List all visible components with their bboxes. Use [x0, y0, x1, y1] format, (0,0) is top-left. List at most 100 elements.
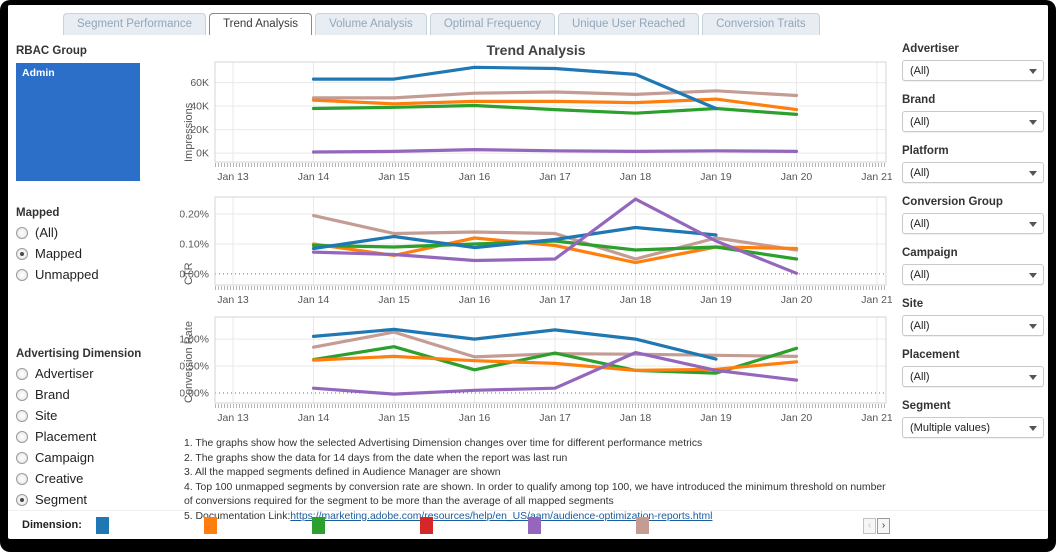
- dashboard-body: RBAC Group Admin Mapped (All) Mapped Unmap…: [8, 35, 1048, 522]
- advertising-dimension-radio-brand[interactable]: [16, 388, 28, 401]
- conversion-group-filter-dropdown[interactable]: (All): [902, 213, 1044, 234]
- site-filter-dropdown[interactable]: (All): [902, 315, 1044, 336]
- y-tick-label: 0.00%: [180, 388, 209, 400]
- tab-volume-analysis[interactable]: Volume Analysis: [315, 13, 427, 35]
- advertising-dimension-radio-creative[interactable]: [16, 472, 28, 485]
- advertising-dimension-label-segment: Segment: [35, 492, 88, 507]
- mapped-radio-all[interactable]: [16, 226, 28, 239]
- filter-group-brand: Brand (All): [902, 94, 1048, 132]
- x-tick-label: Jan 13: [217, 171, 249, 183]
- advertiser-filter-dropdown[interactable]: (All): [902, 60, 1044, 81]
- tab-optimal-frequency[interactable]: Optimal Frequency: [429, 13, 555, 35]
- mapped-label-all: (All): [35, 225, 59, 240]
- x-tick-label: Jan 21: [861, 171, 892, 183]
- legend-prev-icon[interactable]: ‹: [863, 518, 876, 534]
- advertising-dimension-radio-advertiser[interactable]: [16, 367, 28, 380]
- advertising-dimension-radio-placement[interactable]: [16, 430, 28, 443]
- advertising-dimension-radio-campaign[interactable]: [16, 451, 28, 464]
- advertising-dimension-option-segment[interactable]: Segment: [16, 492, 180, 507]
- brand-filter-dropdown[interactable]: (All): [902, 111, 1044, 132]
- x-tick-label: Jan 15: [378, 294, 410, 306]
- platform-filter-dropdown[interactable]: (All): [902, 162, 1044, 183]
- chevron-down-icon: [1029, 222, 1037, 227]
- tab-segment-performance[interactable]: Segment Performance: [63, 13, 207, 35]
- filter-label-platform: Platform: [902, 145, 949, 157]
- filter-group-advertiser: Advertiser (All): [902, 43, 1048, 81]
- chevron-down-icon: [1029, 426, 1037, 431]
- advertising-dimension-option-campaign[interactable]: Campaign: [16, 450, 180, 465]
- tab-unique-user-reached[interactable]: Unique User Reached: [557, 13, 700, 35]
- x-tick-label: Jan 18: [620, 412, 652, 424]
- chevron-down-icon: [1029, 375, 1037, 380]
- campaign-filter-dropdown[interactable]: (All): [902, 264, 1044, 285]
- dimension-swatch-1: [95, 516, 109, 534]
- conversion-rate-chart: 0.00% 0.50% 1.00% Jan 13 Jan 14 Jan 15 Jan 16 J…: [180, 316, 892, 424]
- brand-filter-value: (All): [910, 115, 930, 128]
- series-purple: [311, 148, 799, 154]
- x-tick-label: Jan 21: [861, 412, 892, 424]
- advertising-dimension-label-placement: Placement: [35, 429, 97, 444]
- filter-label-brand: Brand: [902, 94, 936, 106]
- mapped-option-unmapped[interactable]: Unmapped: [16, 267, 180, 282]
- x-tick-label: Jan 19: [700, 171, 732, 183]
- legend-footer: Dimension: ‹ ›: [8, 510, 1048, 539]
- mapped-radio-mapped[interactable]: [16, 247, 28, 260]
- x-tick-label: Jan 19: [700, 412, 732, 424]
- x-tick-label: Jan 16: [459, 412, 491, 424]
- series-green: [311, 345, 799, 375]
- chevron-down-icon: [1029, 324, 1037, 329]
- tab-trend-analysis[interactable]: Trend Analysis: [209, 13, 313, 35]
- advertising-dimension-option-site[interactable]: Site: [16, 408, 180, 423]
- filter-label-advertiser: Advertiser: [902, 43, 959, 55]
- y-tick-label: 1.00%: [180, 334, 209, 346]
- chevron-down-icon: [1029, 171, 1037, 176]
- rbac-group-admin-item[interactable]: Admin: [16, 63, 140, 181]
- chevron-down-icon: [1029, 273, 1037, 278]
- mapped-option-mapped[interactable]: Mapped: [16, 246, 180, 261]
- advertising-dimension-radio-group: Advertiser Brand Site Placement Campaign Crea…: [16, 366, 180, 507]
- mapped-option-all[interactable]: (All): [16, 225, 180, 240]
- advertising-dimension-option-placement[interactable]: Placement: [16, 429, 180, 444]
- campaign-filter-value: (All): [910, 268, 930, 281]
- mapped-radio-unmapped[interactable]: [16, 268, 28, 281]
- y-tick-label: 0.50%: [180, 361, 209, 373]
- site-filter-value: (All): [910, 319, 930, 332]
- advertiser-filter-value: (All): [910, 64, 930, 77]
- tab-bar: Segment Performance Trend Analysis Volume …: [8, 5, 1048, 35]
- doc-link[interactable]: https://marketing.adobe.com/resources/he…: [290, 510, 713, 522]
- mapped-label-mapped: Mapped: [35, 246, 82, 261]
- conversion-group-filter-value: (All): [910, 217, 930, 230]
- y-tick-label: 20K: [190, 124, 209, 136]
- advertising-dimension-option-advertiser[interactable]: Advertiser: [16, 366, 180, 381]
- y-tick-label: 0.00%: [180, 268, 209, 280]
- advertising-dimension-radio-segment[interactable]: [16, 493, 28, 506]
- mapped-radio-group: (All) Mapped Unmapped: [16, 225, 180, 282]
- x-tick-label: Jan 16: [459, 171, 491, 183]
- legend-next-icon[interactable]: ›: [877, 518, 890, 534]
- tab-conversion-traits[interactable]: Conversion Traits: [702, 13, 820, 35]
- note-line: 2. The graphs show the data for 14 days …: [184, 452, 568, 464]
- dimension-swatch-2: [203, 516, 217, 534]
- x-tick-label: Jan 16: [459, 294, 491, 306]
- x-tick-label: Jan 17: [539, 412, 571, 424]
- placement-filter-dropdown[interactable]: (All): [902, 366, 1044, 387]
- ctr-chart: 0.00% 0.10% 0.20% Jan 13 Jan 14 Jan 15 Jan 16 J…: [180, 196, 892, 306]
- charts-container: Impressions 0K 20K 40K 60K Jan 13 Jan 14 Jan 15…: [180, 56, 892, 425]
- left-panel: RBAC Group Admin Mapped (All) Mapped Unmap…: [8, 35, 180, 510]
- dimension-swatch-6: [635, 516, 649, 534]
- conversion-rate-chart-row: Conversion Rate 0.00% 0.50% 1.00% Jan 13 Jan …: [180, 313, 892, 425]
- series-orange: [311, 97, 799, 112]
- advertising-dimension-option-brand[interactable]: Brand: [16, 387, 180, 402]
- advertising-dimension-radio-site[interactable]: [16, 409, 28, 422]
- dimension-swatch-5: [527, 516, 541, 534]
- page-title: Trend Analysis: [486, 42, 586, 58]
- x-tick-label: Jan 17: [539, 294, 571, 306]
- filter-label-placement: Placement: [902, 349, 960, 361]
- advertising-dimension-label-brand: Brand: [35, 387, 70, 402]
- x-tick-label: Jan 18: [620, 171, 652, 183]
- x-tick-label: Jan 20: [781, 171, 813, 183]
- segment-filter-dropdown[interactable]: (Multiple values): [902, 417, 1044, 438]
- impressions-chart: 0K 20K 40K 60K Jan 13 Jan 14 Jan 15 Jan 16 Jan 1…: [190, 61, 892, 183]
- advertising-dimension-option-creative[interactable]: Creative: [16, 471, 180, 486]
